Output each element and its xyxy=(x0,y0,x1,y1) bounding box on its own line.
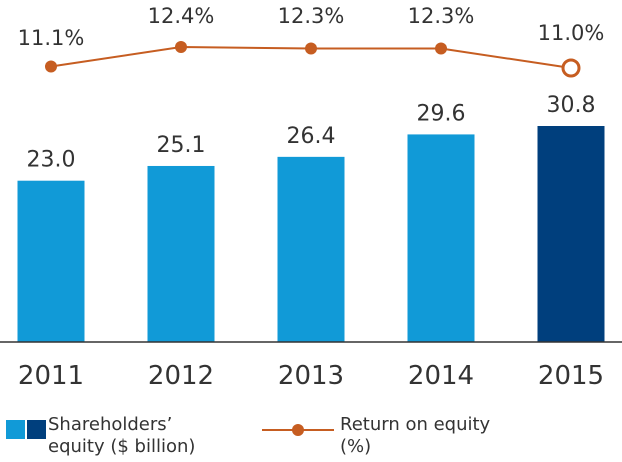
roe-value-label-2011: 11.1% xyxy=(18,26,85,50)
roe-point-2011 xyxy=(45,60,57,73)
legend-line-marker xyxy=(292,424,304,436)
legend-marks xyxy=(6,420,334,439)
x-tick-label-2015: 2015 xyxy=(538,361,604,391)
equity-value-label-2015: 30.8 xyxy=(547,93,596,118)
bars-group xyxy=(17,126,605,342)
legend-bar-label: Shareholders’ equity ($ billion) xyxy=(48,414,195,458)
x-tick-label-2013: 2013 xyxy=(278,361,344,391)
equity-bar-2015 xyxy=(537,126,605,342)
equity-value-label-2014: 29.6 xyxy=(417,101,466,126)
equity-bar-2012 xyxy=(147,165,215,342)
legend-line-label-line1: Return on equity xyxy=(340,414,491,435)
legend-line-label-line2: (%) xyxy=(340,436,372,457)
equity-value-label-2011: 23.0 xyxy=(27,148,76,173)
roe-value-labels: 11.1% 12.4% 12.3% 12.3% 11.0% xyxy=(18,4,605,50)
equity-bar-2014 xyxy=(407,134,475,342)
x-tick-label-2011: 2011 xyxy=(18,361,84,391)
legend-bar-swatch-light xyxy=(6,420,25,439)
roe-line-group xyxy=(45,41,581,78)
x-tick-labels: 2011 2012 2013 2014 2015 xyxy=(18,361,604,391)
legend-bar-swatch-dark xyxy=(27,420,46,439)
legend-bar-label-line1: Shareholders’ xyxy=(48,414,173,435)
legend-line-label: Return on equity (%) xyxy=(340,414,490,458)
equity-value-label-2013: 26.4 xyxy=(287,124,336,149)
equity-value-label-2012: 25.1 xyxy=(157,133,206,158)
roe-point-2012 xyxy=(175,41,187,53)
roe-value-label-2013: 12.3% xyxy=(278,4,345,28)
equity-bar-2011 xyxy=(17,180,85,342)
roe-point-2013 xyxy=(305,42,317,55)
bar-value-labels: 23.0 25.1 26.4 29.6 30.8 xyxy=(27,93,596,173)
equity-bar-2013 xyxy=(277,156,345,342)
roe-value-label-2015: 11.0% xyxy=(538,21,605,45)
roe-value-label-2012: 12.4% xyxy=(148,4,215,28)
roe-point-2014 xyxy=(435,42,447,55)
roe-point-2015 xyxy=(561,58,581,78)
roe-value-label-2014: 12.3% xyxy=(408,4,475,28)
x-tick-label-2014: 2014 xyxy=(408,361,474,391)
x-tick-label-2012: 2012 xyxy=(148,361,214,391)
legend-bar-label-line2: equity ($ billion) xyxy=(48,436,196,457)
